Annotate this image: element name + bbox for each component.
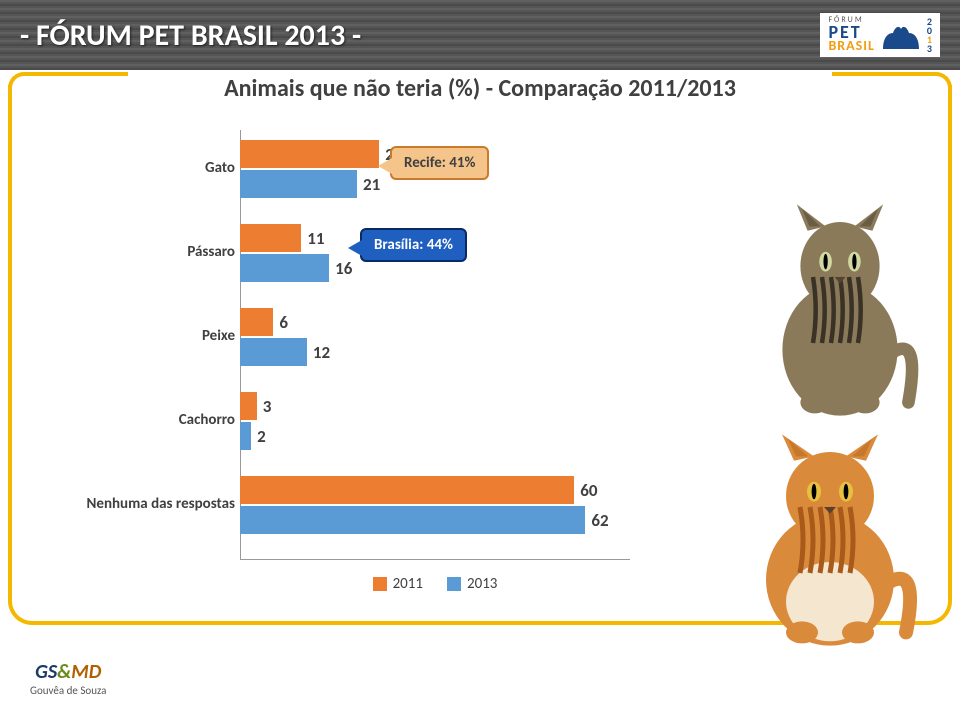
- value-label: 62: [591, 510, 608, 531]
- category-label: Cachorro: [40, 411, 235, 429]
- bar: [240, 338, 307, 366]
- value-label: 2: [257, 426, 266, 447]
- callout-tail: [348, 240, 362, 256]
- bar-chart: 2011 2013 Gato2521Pássaro1116Peixe612Cac…: [40, 130, 640, 610]
- bar: [240, 224, 301, 252]
- bar: [240, 308, 273, 336]
- bar: [240, 506, 585, 534]
- value-label: 11: [307, 228, 324, 249]
- cat-image-orange: [730, 430, 930, 650]
- legend-swatch-2011: [373, 577, 387, 591]
- legend-label-2011: 2011: [393, 575, 423, 593]
- value-label: 16: [335, 258, 352, 279]
- callout: Brasília: 44%: [360, 228, 467, 262]
- category-label: Pássaro: [40, 243, 235, 261]
- callout-tail: [378, 158, 392, 174]
- bar: [240, 476, 574, 504]
- page-title: - FÓRUM PET BRASIL 2013 -: [20, 17, 361, 54]
- value-label: 60: [580, 480, 597, 501]
- bar: [240, 392, 257, 420]
- footer-md: MD: [71, 660, 101, 684]
- bar: [240, 170, 357, 198]
- category-label: Peixe: [40, 327, 235, 345]
- bar: [240, 254, 329, 282]
- header-bar: - FÓRUM PET BRASIL 2013 - FÓRUM PET BRAS…: [0, 0, 960, 70]
- legend-item-2013: 2013: [447, 575, 497, 593]
- chart-subtitle: Animais que não teria (%) - Comparação 2…: [224, 74, 736, 103]
- logo-brasil-text: BRASIL: [828, 40, 874, 53]
- logo-year: 2 0 1 3: [927, 17, 932, 53]
- bar: [240, 140, 379, 168]
- value-label: 21: [363, 174, 380, 195]
- legend-label-2013: 2013: [467, 575, 497, 593]
- legend-swatch-2013: [447, 577, 461, 591]
- legend-item-2011: 2011: [373, 575, 423, 593]
- category-label: Nenhuma das respostas: [40, 495, 235, 513]
- value-label: 3: [263, 396, 272, 417]
- value-label: 6: [279, 312, 288, 333]
- forum-logo: FÓRUM PET BRASIL 2 0 1 3: [820, 13, 940, 57]
- category-label: Gato: [40, 159, 235, 177]
- chart-legend: 2011 2013: [240, 575, 630, 593]
- footer-sub: Gouvêa de Souza: [30, 684, 106, 697]
- cat-image-tabby: [750, 200, 930, 420]
- footer-gs: GS: [35, 660, 57, 684]
- footer-amp: &: [57, 660, 71, 684]
- bar: [240, 422, 251, 450]
- footer-logo: GS&MD Gouvêa de Souza: [30, 660, 106, 697]
- callout: Recife: 41%: [390, 146, 489, 180]
- value-label: 12: [313, 342, 330, 363]
